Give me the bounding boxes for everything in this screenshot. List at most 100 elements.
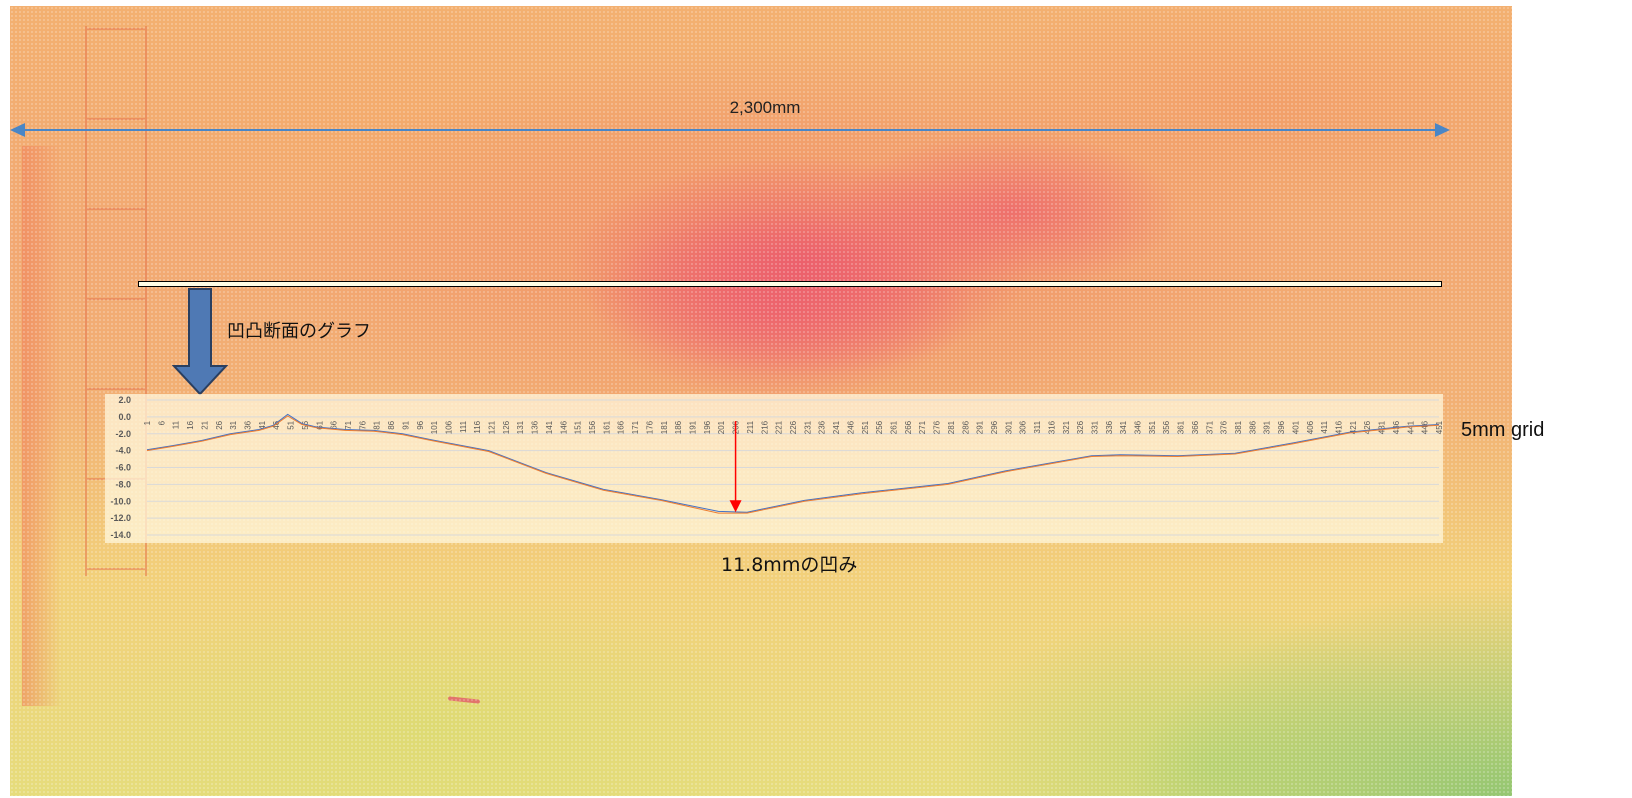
- x-tick-label: 1: [143, 420, 152, 425]
- x-tick-label: 376: [1220, 420, 1229, 434]
- x-tick-label: 21: [200, 420, 209, 429]
- x-tick-label: 86: [387, 420, 396, 429]
- x-tick-label: 286: [961, 420, 970, 434]
- x-tick-label: 81: [373, 420, 382, 429]
- x-tick-label: 366: [1191, 420, 1200, 434]
- x-tick-label: 311: [1033, 420, 1042, 433]
- x-tick-label: 36: [243, 420, 252, 429]
- x-tick-label: 121: [488, 420, 497, 434]
- x-tick-label: 346: [1134, 420, 1143, 434]
- cross-section-graph-label: 凹凸断面のグラフ: [227, 321, 371, 342]
- x-tick-label: 381: [1234, 420, 1243, 434]
- y-tick-label: -8.0: [115, 479, 131, 489]
- x-tick-label: 116: [473, 420, 482, 433]
- x-tick-label: 276: [933, 420, 942, 434]
- series-line: [146, 415, 1440, 514]
- dimension-arrowhead-left: [10, 123, 25, 137]
- dimension-arrowhead-right: [1435, 123, 1450, 137]
- x-tick-label: 256: [875, 420, 884, 434]
- x-tick-label: 96: [416, 420, 425, 429]
- x-tick-label: 166: [617, 420, 626, 434]
- x-tick-label: 361: [1177, 420, 1186, 434]
- x-tick-label: 221: [775, 420, 784, 434]
- x-tick-label: 106: [444, 420, 453, 434]
- x-tick-label: 156: [588, 420, 597, 434]
- x-tick-label: 406: [1306, 420, 1315, 434]
- x-tick-label: 46: [272, 420, 281, 429]
- x-tick-label: 416: [1335, 420, 1344, 434]
- x-tick-label: 351: [1148, 420, 1157, 434]
- x-tick-label: 326: [1076, 420, 1085, 434]
- x-tick-label: 211: [746, 420, 755, 433]
- series-line: [146, 413, 1440, 513]
- x-tick-label: 316: [1047, 420, 1056, 434]
- dent-marker-arrowhead: [729, 500, 742, 513]
- x-tick-label: 246: [846, 420, 855, 434]
- y-tick-label: -4.0: [115, 446, 131, 456]
- x-tick-label: 41: [258, 420, 267, 429]
- x-tick-label: 411: [1320, 420, 1329, 433]
- x-tick-label: 281: [947, 420, 956, 434]
- profile-chart-svg: 2.00.0-2.0-4.0-6.0-8.0-10.0-12.0-14.01 6 1…: [110, 395, 1443, 540]
- x-tick-label: 251: [861, 420, 870, 434]
- y-tick-label: -12.0: [110, 513, 131, 523]
- x-tick-label: 391: [1263, 420, 1272, 434]
- x-tick-label: 181: [660, 420, 669, 434]
- x-tick-label: 131: [516, 420, 525, 434]
- x-tick-label: 16: [186, 420, 195, 429]
- x-tick-label: 141: [545, 420, 554, 434]
- y-tick-label: -6.0: [115, 463, 131, 473]
- x-tick-label: 151: [574, 420, 583, 434]
- x-tick-label: 76: [358, 420, 367, 429]
- x-tick-label: 61: [315, 420, 324, 429]
- x-tick-label: 331: [1090, 420, 1099, 434]
- width-label: 2,300mm: [729, 98, 801, 117]
- y-tick-label: -14.0: [110, 530, 131, 540]
- x-tick-label: 401: [1291, 420, 1300, 434]
- x-tick-label: 101: [430, 420, 439, 434]
- x-tick-label: 386: [1248, 420, 1257, 434]
- x-tick-label: 146: [559, 420, 568, 434]
- y-tick-label: 0.0: [118, 412, 131, 422]
- x-tick-label: 226: [789, 420, 798, 434]
- x-tick-label: 266: [904, 420, 913, 434]
- x-tick-label: 421: [1349, 420, 1358, 434]
- x-tick-label: 426: [1363, 420, 1372, 434]
- y-tick-label: -10.0: [110, 496, 131, 506]
- x-tick-label: 176: [645, 420, 654, 434]
- x-tick-label: 191: [689, 420, 698, 434]
- x-tick-label: 196: [703, 420, 712, 434]
- x-tick-label: 371: [1205, 420, 1214, 434]
- x-tick-label: 431: [1378, 420, 1387, 434]
- x-tick-label: 31: [229, 420, 238, 429]
- x-tick-label: 126: [502, 420, 511, 434]
- x-tick-label: 171: [631, 420, 640, 434]
- x-tick-label: 396: [1277, 420, 1286, 434]
- x-tick-label: 186: [674, 420, 683, 434]
- x-tick-label: 71: [344, 420, 353, 429]
- x-tick-label: 216: [760, 420, 769, 434]
- x-tick-label: 231: [803, 420, 812, 434]
- x-tick-label: 51: [287, 420, 296, 429]
- x-tick-label: 26: [215, 420, 224, 429]
- x-tick-label: 91: [401, 420, 410, 429]
- x-tick-label: 201: [717, 420, 726, 434]
- x-tick-label: 136: [531, 420, 540, 434]
- x-tick-label: 321: [1062, 420, 1071, 434]
- x-tick-label: 261: [889, 420, 898, 434]
- y-tick-label: -2.0: [115, 429, 131, 439]
- cross-section-line: [138, 281, 1442, 287]
- y-tick-label: 2.0: [118, 395, 131, 405]
- x-tick-label: 11: [172, 420, 181, 429]
- x-tick-label: 6: [157, 420, 166, 425]
- x-tick-label: 356: [1162, 420, 1171, 434]
- x-tick-label: 161: [602, 420, 611, 434]
- x-tick-label: 301: [1004, 420, 1013, 434]
- dent-depth-label: 11.8mmの凹み: [721, 554, 858, 576]
- x-tick-label: 336: [1105, 420, 1114, 434]
- x-tick-label: 341: [1119, 420, 1128, 434]
- profile-chart: 2.0 0.0 -2.0 -4.0 -6.0 -8.0 -10.0 -12.0 -14.0 1 6 1…: [105, 394, 1443, 543]
- x-tick-label: 446: [1421, 420, 1430, 434]
- grid-label: 5mm grid: [1461, 419, 1545, 441]
- x-tick-label: 111: [459, 420, 468, 433]
